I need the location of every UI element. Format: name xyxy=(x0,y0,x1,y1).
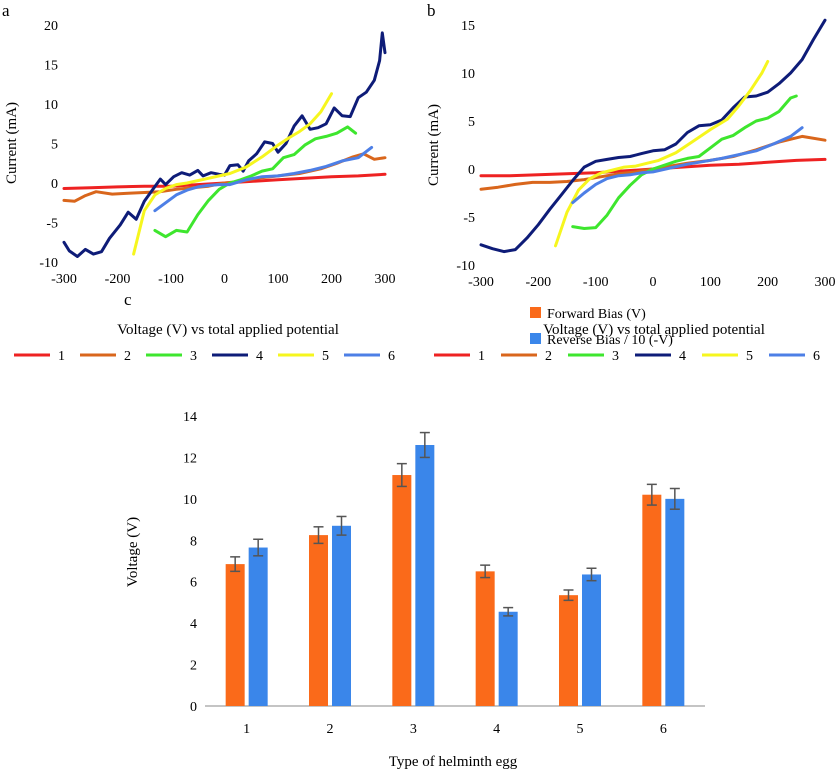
panel-b: b Current (mA) Voltage (V) vs total appl… xyxy=(426,1,836,364)
legend-swatch-forward xyxy=(530,307,541,318)
x-tick-label: 300 xyxy=(815,275,836,290)
legend-label-2: 2 xyxy=(124,349,131,364)
x-tick-label: 0 xyxy=(650,275,657,290)
x-tick-label: 300 xyxy=(375,272,396,287)
series-line-5 xyxy=(132,92,333,256)
legend-label-1: 1 xyxy=(478,349,485,364)
legend-label-3: 3 xyxy=(190,349,197,364)
legend-label-5: 5 xyxy=(322,349,329,364)
y-tick-label: 0 xyxy=(468,163,475,178)
forward-bias-bar-2 xyxy=(309,535,328,706)
x-tick-label: 3 xyxy=(410,722,417,737)
y-tick-label: 6 xyxy=(190,576,197,591)
y-tick-label: 8 xyxy=(190,534,197,549)
reverse-bias-bar-1 xyxy=(248,547,268,706)
panel-a-ylabel: Current (mA) xyxy=(4,102,20,184)
series-line-4 xyxy=(62,31,387,258)
panel-label-c: c xyxy=(124,290,132,309)
y-tick-label: -5 xyxy=(463,211,475,226)
series-line-3 xyxy=(153,125,358,239)
legend-label-4: 4 xyxy=(679,349,686,364)
y-tick-label: 10 xyxy=(461,67,475,82)
y-tick-label: -5 xyxy=(46,217,58,232)
x-tick-label: -100 xyxy=(583,275,609,290)
x-tick-label: 200 xyxy=(321,272,342,287)
series-line-6 xyxy=(571,126,804,205)
forward-bias-bar-6 xyxy=(642,494,662,706)
panel-label-b: b xyxy=(427,1,436,20)
x-tick-label: 100 xyxy=(268,272,289,287)
legend-label-6: 6 xyxy=(813,349,820,364)
x-tick-label: 5 xyxy=(577,722,584,737)
x-tick-label: 1 xyxy=(243,722,250,737)
y-tick-label: 2 xyxy=(190,659,197,674)
y-tick-label: 0 xyxy=(51,177,58,192)
reverse-bias-bar-5 xyxy=(582,574,601,706)
x-tick-label: -300 xyxy=(51,272,77,287)
x-tick-label: -100 xyxy=(158,272,184,287)
legend-label-2: 2 xyxy=(545,349,552,364)
x-tick-label: 6 xyxy=(660,722,667,737)
y-tick-label: 0 xyxy=(190,700,197,715)
legend-label-1: 1 xyxy=(58,349,65,364)
panel-b-ylabel: Current (mA) xyxy=(426,104,442,186)
y-tick-label: 15 xyxy=(461,19,475,34)
x-tick-label: 2 xyxy=(327,722,334,737)
legend-label-4: 4 xyxy=(256,349,263,364)
legend-label-forward: Forward Bias (V) xyxy=(547,307,646,322)
panel-a: a Current (mA) Voltage (V) vs total appl… xyxy=(2,1,396,364)
reverse-bias-bar-2 xyxy=(332,525,351,706)
y-tick-label: 14 xyxy=(183,410,197,425)
legend-swatch-reverse xyxy=(530,333,541,344)
panel-c: c Voltage (V) Type of helminth egg 0 2 4 6 8… xyxy=(124,290,705,770)
panel-c-ylabel: Voltage (V) xyxy=(125,517,141,587)
legend-label-reverse: Reverse Bias / 10 (-V) xyxy=(547,333,673,348)
x-tick-label: -200 xyxy=(525,275,551,290)
reverse-bias-bar-6 xyxy=(665,498,685,706)
panel-b-xlabel: Voltage (V) vs total applied potential xyxy=(543,322,765,338)
series-line-6 xyxy=(153,145,374,213)
x-tick-label: -200 xyxy=(105,272,131,287)
reverse-bias-bar-3 xyxy=(415,445,435,706)
reverse-bias-bar-4 xyxy=(498,611,518,706)
y-tick-label: 10 xyxy=(183,493,197,508)
panel-a-xlabel: Voltage (V) vs total applied potential xyxy=(117,322,339,338)
x-tick-label: 0 xyxy=(221,272,228,287)
panel-label-a: a xyxy=(2,1,10,20)
forward-bias-bar-3 xyxy=(392,475,412,706)
forward-bias-bar-1 xyxy=(225,564,245,706)
legend-label-3: 3 xyxy=(612,349,619,364)
y-tick-label: -10 xyxy=(456,259,475,274)
legend-label-5: 5 xyxy=(746,349,753,364)
y-tick-label: 12 xyxy=(183,451,197,466)
y-tick-label: -10 xyxy=(39,256,58,271)
forward-bias-bar-4 xyxy=(475,571,495,706)
forward-bias-bar-5 xyxy=(559,595,578,706)
x-tick-label: 200 xyxy=(757,275,778,290)
y-tick-label: 10 xyxy=(44,98,58,113)
panel-c-xlabel: Type of helminth egg xyxy=(389,754,518,770)
y-tick-label: 5 xyxy=(51,138,58,153)
series-line-5 xyxy=(554,60,770,248)
y-tick-label: 5 xyxy=(468,115,475,130)
x-tick-label: 100 xyxy=(700,275,721,290)
series-line-3 xyxy=(571,94,798,230)
y-tick-label: 4 xyxy=(190,617,197,632)
y-tick-label: 20 xyxy=(44,19,58,34)
x-tick-label: -300 xyxy=(468,275,494,290)
legend-label-6: 6 xyxy=(388,349,395,364)
x-tick-label: 4 xyxy=(493,722,500,737)
series-line-4 xyxy=(479,18,827,254)
y-tick-label: 15 xyxy=(44,59,58,74)
